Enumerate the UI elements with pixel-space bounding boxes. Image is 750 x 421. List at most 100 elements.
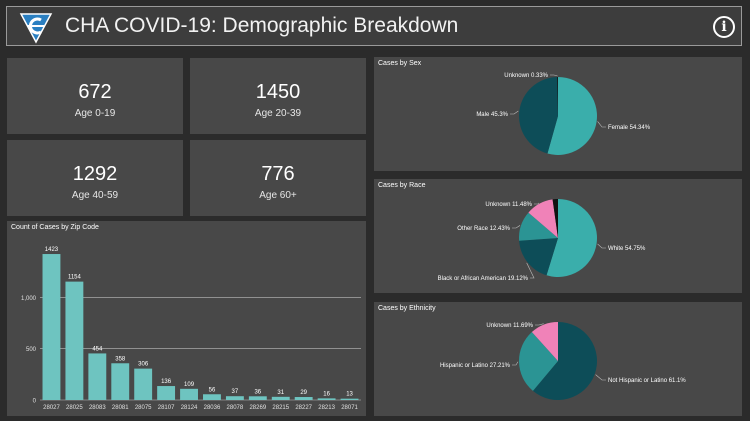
leader-line (510, 110, 519, 115)
x-tick-label: 28078 (227, 405, 244, 411)
header-bar: CHA COVID-19: Demographic Breakdown i (6, 6, 742, 46)
chart-title: Cases by Race (378, 182, 426, 189)
pie-slice[interactable] (519, 212, 558, 241)
bar[interactable] (317, 398, 336, 400)
zip-code-bar-chart[interactable]: 0 500 1,000 1423 28027 1154 28025 454 28083 358 28… (7, 221, 366, 416)
bar[interactable] (294, 397, 313, 400)
pie-label: Hispanic or Latino 27.21% (440, 363, 511, 369)
kpi-card-age-20-39: 1450 Age 20-39 (190, 58, 366, 134)
bar-value-label: 358 (115, 356, 126, 362)
pie-slice[interactable] (528, 199, 558, 238)
info-icon[interactable]: i (713, 16, 735, 38)
pie-label: White 54.75% (608, 246, 646, 252)
pie-slice[interactable] (519, 238, 558, 276)
chart-title: Cases by Sex (378, 60, 422, 67)
bar[interactable] (340, 398, 359, 400)
bar[interactable] (180, 388, 198, 400)
x-tick-label: 28227 (295, 405, 312, 411)
bar-value-label: 31 (277, 390, 284, 396)
bar[interactable] (203, 394, 221, 400)
bar-value-label: 13 (346, 392, 353, 398)
leader-line (526, 262, 535, 279)
bar-value-label: 1423 (45, 247, 59, 253)
pie-slice[interactable] (546, 199, 597, 277)
chart-title: Count of Cases by Zip Code (11, 224, 99, 231)
kpi-value: 672 (78, 81, 112, 103)
kpi-value: 1292 (72, 163, 118, 185)
bar-value-label: 56 (209, 387, 216, 393)
race-pie-chart[interactable]: White 54.75% Black or African American 19… (374, 179, 742, 293)
x-tick-label: 28027 (43, 405, 60, 411)
bar-value-label: 306 (138, 362, 149, 368)
x-tick-label: 28081 (112, 405, 129, 411)
race-chart-panel[interactable]: Cases by Race White 54.75% Black or Afric… (374, 179, 742, 293)
bar[interactable] (248, 396, 267, 400)
kpi-value: 776 (261, 163, 295, 185)
pie-slice[interactable] (547, 77, 597, 155)
leader-line (550, 74, 558, 77)
pie-label: Other Race 12.43% (457, 226, 510, 232)
chart-title: Cases by Ethnicity (378, 305, 436, 312)
leader-line (512, 225, 521, 229)
ethnicity-chart-panel[interactable]: Cases by Ethnicity Not Hispanic or Latin… (374, 302, 742, 416)
x-tick-label: 28036 (204, 405, 221, 411)
x-tick-label: 28075 (135, 405, 152, 411)
kpi-label: Age 0-19 (74, 108, 116, 119)
pie-label: Unknown 0.33% (504, 73, 548, 79)
x-tick-label: 28215 (272, 405, 289, 411)
kpi-card-age-60-plus: 776 Age 60+ (190, 140, 366, 216)
pie-slice[interactable] (552, 199, 558, 238)
kpi-label: Age 60+ (259, 190, 297, 201)
pie-label: Black or African American 19.12% (438, 276, 529, 282)
leader-line (512, 361, 519, 366)
bar-value-label: 136 (161, 379, 172, 385)
x-tick-label: 28025 (66, 405, 83, 411)
kpi-card-age-40-59: 1292 Age 40-59 (7, 140, 183, 216)
pie-label: Male 45.3% (476, 112, 508, 118)
y-tick-label: 500 (26, 347, 37, 353)
bar-value-label: 1154 (68, 275, 82, 281)
cha-logo-icon (19, 13, 53, 44)
bar[interactable] (111, 363, 130, 400)
bar[interactable] (88, 353, 107, 400)
pie-slice[interactable] (557, 77, 558, 116)
pie-slice[interactable] (519, 77, 558, 154)
bar-value-label: 36 (254, 389, 261, 395)
sex-pie-chart[interactable]: Female 54.34% Male 45.3% Unknown 0.33% (374, 57, 742, 171)
bar[interactable] (65, 281, 84, 400)
sex-chart-panel[interactable]: Cases by Sex Female 54.34% Male 45.3% Unkn… (374, 57, 742, 171)
bar[interactable] (157, 386, 176, 400)
x-tick-label: 28213 (318, 405, 335, 411)
bar-value-label: 29 (300, 390, 307, 396)
pie-slice[interactable] (531, 322, 558, 361)
leader-line (535, 323, 544, 326)
zip-code-chart-panel[interactable]: Count of Cases by Zip Code 0 500 1,000 1423… (7, 221, 366, 416)
pie-slice[interactable] (532, 322, 597, 400)
x-tick-label: 28071 (341, 405, 358, 411)
pie-label: Unknown 11.69% (486, 323, 533, 329)
pie-label: Not Hispanic or Latino 61.1% (608, 378, 686, 384)
bar[interactable] (225, 396, 244, 400)
kpi-value: 1450 (255, 81, 301, 103)
pie-label: Female 54.34% (608, 125, 651, 131)
leader-line (597, 121, 606, 128)
x-tick-label: 28107 (158, 405, 175, 411)
bar[interactable] (134, 368, 153, 400)
y-tick-label: 1,000 (21, 296, 37, 302)
leader-line (597, 243, 606, 249)
bar[interactable] (42, 254, 61, 400)
pie-label: Unknown 11.48% (485, 202, 532, 208)
kpi-label: Age 20-39 (254, 108, 302, 119)
y-tick-label: 0 (33, 399, 37, 405)
pie-slice[interactable] (519, 332, 558, 391)
bar-value-label: 454 (92, 346, 103, 352)
leader-line (534, 202, 540, 205)
page-title: CHA COVID-19: Demographic Breakdown (65, 14, 459, 37)
x-tick-label: 28124 (181, 405, 198, 411)
ethnicity-pie-chart[interactable]: Not Hispanic or Latino 61.1% Hispanic or … (374, 302, 742, 416)
bar[interactable] (271, 396, 290, 400)
bar-value-label: 37 (232, 389, 239, 395)
leader-line (595, 374, 606, 381)
kpi-label: Age 40-59 (71, 190, 119, 201)
kpi-card-age-0-19: 672 Age 0-19 (7, 58, 183, 134)
